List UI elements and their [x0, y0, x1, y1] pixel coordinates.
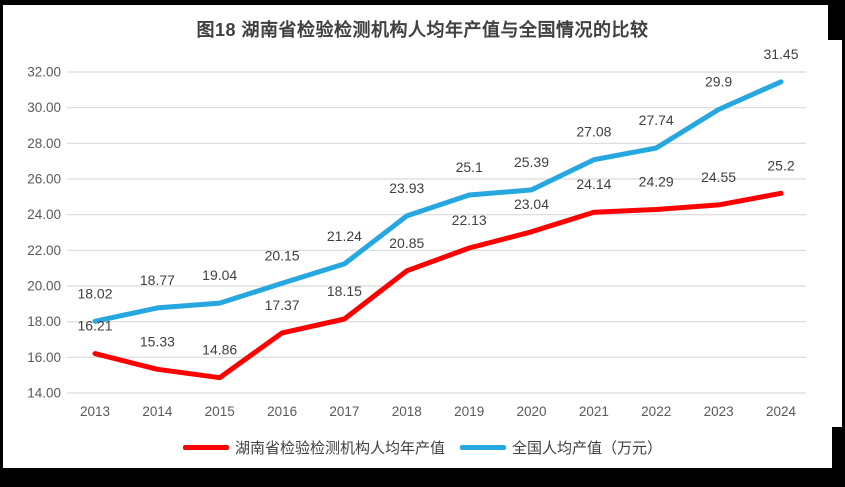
- x-tick-label: 2016: [267, 404, 297, 419]
- data-label: 25.2: [767, 157, 794, 173]
- data-label: 27.74: [639, 112, 674, 128]
- y-tick-label: 26.00: [27, 172, 61, 187]
- data-label: 18.77: [140, 272, 175, 288]
- data-label: 18.15: [327, 283, 362, 299]
- data-label: 27.08: [576, 124, 611, 140]
- data-label: 18.02: [77, 285, 112, 301]
- chart-title: 图18 湖南省检验检测机构人均年产值与全国情况的比较: [196, 20, 649, 40]
- legend-label-hunan: 湖南省检验检测机构人均年产值: [234, 440, 445, 457]
- data-label: 19.04: [202, 267, 237, 283]
- data-label: 23.04: [514, 196, 549, 212]
- data-label: 16.21: [77, 318, 112, 334]
- frame-top-edge: [0, 0, 828, 5]
- data-label: 17.37: [265, 297, 300, 313]
- frame-right-edge: [842, 0, 845, 487]
- data-label: 14.86: [202, 342, 237, 358]
- data-label: 22.13: [452, 212, 487, 228]
- x-tick-label: 2023: [704, 404, 734, 419]
- x-tick-label: 2022: [641, 404, 671, 419]
- legend-label-national: 全国人均产值（万元）: [512, 440, 663, 457]
- x-tick-label: 2014: [142, 404, 173, 419]
- y-tick-label: 24.00: [27, 207, 61, 222]
- y-tick-label: 32.00: [27, 65, 61, 80]
- x-tick-label: 2020: [516, 404, 546, 419]
- legend-swatch-hunan-line: [182, 445, 229, 450]
- data-label: 31.45: [763, 46, 798, 62]
- x-tick-label: 2024: [766, 404, 797, 419]
- y-tick-label: 16.00: [27, 350, 61, 365]
- frame-left-edge: [0, 0, 3, 487]
- data-label: 23.93: [389, 180, 424, 196]
- data-label: 21.24: [327, 228, 362, 244]
- data-label: 25.1: [456, 159, 483, 175]
- y-tick-label: 18.00: [27, 314, 61, 329]
- y-tick-label: 20.00: [27, 279, 61, 294]
- legend-swatch-national-line: [460, 445, 506, 450]
- x-tick-label: 2019: [454, 404, 484, 419]
- y-tick-label: 14.00: [27, 386, 61, 401]
- frame-corner-bottom-right: [832, 427, 845, 487]
- x-tick-label: 2018: [392, 404, 422, 419]
- data-label: 20.85: [389, 235, 424, 251]
- x-tick-label: 2021: [579, 404, 609, 419]
- data-label: 24.14: [576, 176, 611, 192]
- y-tick-label: 22.00: [27, 243, 61, 258]
- x-tick-label: 2015: [205, 404, 235, 419]
- frame-bottom-edge: [0, 468, 845, 487]
- data-label: 15.33: [140, 333, 175, 349]
- data-label: 20.15: [265, 247, 300, 263]
- x-tick-label: 2017: [329, 404, 359, 419]
- frame-corner-top-right: [828, 0, 845, 40]
- series-line-national: [92, 79, 784, 324]
- series-line-hunan: [92, 190, 784, 381]
- data-label: 24.55: [701, 169, 736, 185]
- chart-legend: 湖南省检验检测机构人均年产值 全国人均产值（万元）: [0, 437, 845, 458]
- x-tick-label: 2013: [80, 404, 110, 419]
- data-label: 29.9: [705, 74, 732, 90]
- y-tick-label: 28.00: [27, 136, 61, 151]
- y-tick-label: 30.00: [27, 100, 61, 115]
- data-label: 25.39: [514, 154, 549, 170]
- data-label: 24.29: [639, 174, 674, 190]
